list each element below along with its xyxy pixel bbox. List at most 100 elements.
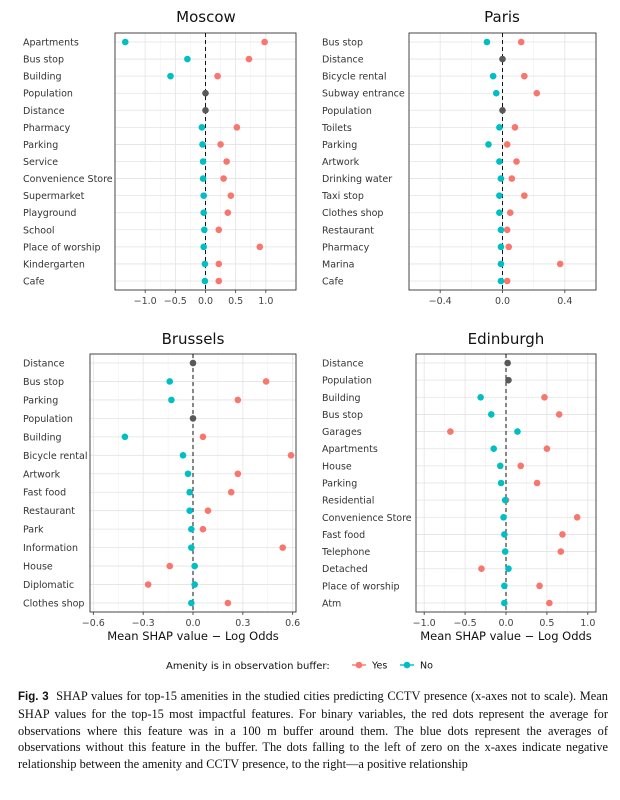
feature-label: Drinking water xyxy=(322,174,392,185)
legend-label: Yes xyxy=(371,661,387,672)
yes-point xyxy=(223,158,230,165)
feature-label: Population xyxy=(322,376,372,387)
legend: Amenity is in observation buffer: Yes No xyxy=(166,661,433,673)
legend-dot xyxy=(403,661,411,669)
no-point xyxy=(188,525,195,533)
feature-label: Distance xyxy=(322,55,364,66)
yes-point xyxy=(557,548,565,555)
yes-point xyxy=(508,175,516,182)
feature-label: Kindergarten xyxy=(23,259,85,270)
no-point xyxy=(184,470,192,478)
x-tick-label: −1.0 xyxy=(413,618,436,629)
legend-dot xyxy=(355,661,363,669)
no-point xyxy=(501,599,508,607)
neutral-point xyxy=(499,55,506,63)
feature-label: Parking xyxy=(322,479,357,490)
feature-label: Apartments xyxy=(322,444,378,455)
feature-label: Parking xyxy=(322,140,357,151)
no-point xyxy=(186,507,193,514)
no-point xyxy=(199,141,206,148)
feature-label: Building xyxy=(23,432,62,443)
feature-label: Distance xyxy=(23,106,65,117)
neutral-point xyxy=(189,415,197,422)
feature-label: Toilets xyxy=(321,123,352,134)
feature-label: Supermarket xyxy=(23,191,85,202)
x-tick-label: 0.0 xyxy=(498,618,513,629)
feature-label: Parking xyxy=(23,395,58,406)
feature-label: Artwork xyxy=(23,469,61,480)
feature-label: Park xyxy=(23,525,44,536)
feature-label: Subway entrance xyxy=(322,89,405,100)
panel-title: Brussels xyxy=(162,330,225,348)
x-tick-label: 0.6 xyxy=(285,618,300,629)
feature-label: Distance xyxy=(23,359,65,370)
no-point xyxy=(168,396,175,404)
yes-point xyxy=(199,433,207,441)
feature-label: Cafe xyxy=(23,277,45,288)
no-point xyxy=(199,175,207,182)
no-point xyxy=(198,124,206,131)
x-tick-label: 0.3 xyxy=(235,618,250,629)
no-point xyxy=(121,433,129,441)
no-point xyxy=(487,411,495,418)
no-point xyxy=(191,562,198,570)
feature-label: Artwork xyxy=(322,157,360,168)
feature-label: Population xyxy=(23,89,73,100)
feature-label: Distance xyxy=(322,359,364,370)
panel-title: Paris xyxy=(484,8,520,26)
x-tick-label: 0.5 xyxy=(539,618,554,629)
x-tick-label: 0.5 xyxy=(228,296,243,307)
yes-point xyxy=(521,72,528,80)
feature-label: Apartments xyxy=(23,38,79,49)
feature-label: Residential xyxy=(322,496,374,507)
yes-point xyxy=(517,38,525,46)
no-point xyxy=(201,260,209,268)
feature-label: Bicycle rental xyxy=(23,451,87,462)
feature-label: Clothes shop xyxy=(23,599,84,610)
x-tick-label: 0.0 xyxy=(198,296,213,307)
x-tick-label: 1.0 xyxy=(258,296,273,307)
panel-moscow: Moscow −1.0 −0.5 0.0 0.5 1.0 Apartments Bus sto… xyxy=(23,8,297,307)
feature-label: Detached xyxy=(322,564,368,575)
feature-label: Population xyxy=(23,414,73,425)
no-point xyxy=(121,38,129,46)
yes-point xyxy=(287,452,295,459)
yes-point xyxy=(555,411,563,418)
neutral-point xyxy=(189,359,197,367)
yes-point xyxy=(503,226,511,234)
no-point xyxy=(496,462,504,470)
yes-point xyxy=(262,378,270,385)
yes-point xyxy=(447,428,454,435)
feature-label: House xyxy=(322,461,352,472)
yes-point xyxy=(233,124,241,131)
yes-point xyxy=(234,470,242,478)
no-point xyxy=(500,513,507,521)
no-point xyxy=(489,72,497,80)
feature-label: Cafe xyxy=(322,277,344,288)
yes-point xyxy=(279,544,287,551)
yes-point xyxy=(517,462,525,470)
x-tick-label: −0.6 xyxy=(82,618,105,629)
no-point xyxy=(501,548,509,555)
feature-label: Building xyxy=(23,72,62,83)
no-point xyxy=(191,581,198,588)
no-point xyxy=(501,496,509,504)
feature-label: Place of worship xyxy=(23,242,101,253)
no-point xyxy=(483,38,491,46)
no-point xyxy=(497,277,505,285)
feature-label: Information xyxy=(23,543,78,554)
figure-caption: Fig. 3 SHAP values for top-15 amenities … xyxy=(18,688,608,773)
feature-label: Population xyxy=(322,106,372,117)
no-point xyxy=(188,544,195,551)
yes-point xyxy=(204,507,212,514)
legend-item-no: No xyxy=(400,661,433,672)
yes-point xyxy=(215,277,223,285)
x-axis-label-right: Mean SHAP value − Log Odds xyxy=(420,629,592,643)
yes-point xyxy=(217,141,224,148)
no-point xyxy=(496,124,503,131)
yes-point xyxy=(224,209,232,217)
feature-label: Restaurant xyxy=(23,506,75,517)
yes-point xyxy=(511,124,519,131)
yes-point xyxy=(543,445,551,453)
